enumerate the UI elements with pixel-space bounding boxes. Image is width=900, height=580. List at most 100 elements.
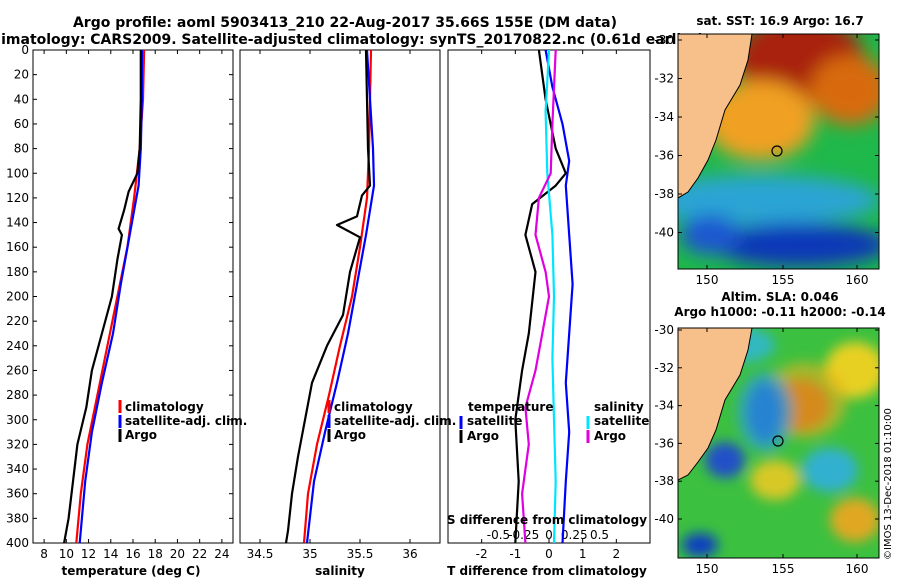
x-tick-label: 1 bbox=[579, 547, 587, 561]
map-y-tick-label: -38 bbox=[654, 187, 674, 201]
sla-map-title-line1: Altim. SLA: 0.046 bbox=[721, 290, 838, 304]
y-tick-label: 240 bbox=[6, 339, 29, 353]
series-argo bbox=[63, 50, 142, 543]
sla-low-ring bbox=[737, 372, 793, 452]
map-y-tick-label: -32 bbox=[654, 72, 674, 86]
map-y-tick-label: -36 bbox=[654, 436, 674, 450]
series-satellite-adj-clim- bbox=[305, 50, 376, 543]
title-line2: Climatology: CARS2009. Satellite-adjuste… bbox=[0, 32, 704, 48]
sst-map-frame bbox=[677, 33, 880, 270]
temperature-plot-frame bbox=[32, 49, 234, 544]
legend-title-temperature: temperature bbox=[468, 400, 553, 414]
x-tick-label: 35 bbox=[302, 547, 317, 561]
y-tick-label: 360 bbox=[6, 487, 29, 501]
x-tick-label: 18 bbox=[148, 547, 163, 561]
y-tick-label: 100 bbox=[6, 166, 29, 180]
x-tick-label: 14 bbox=[103, 547, 118, 561]
x-tick-label: -1 bbox=[509, 547, 521, 561]
sla-argo-location-marker bbox=[772, 435, 784, 447]
map-x-tick-label: 160 bbox=[846, 562, 869, 576]
map-y-tick-label: -40 bbox=[654, 512, 674, 526]
series-climatology bbox=[302, 50, 373, 543]
sla-map bbox=[678, 328, 879, 558]
y-tick-label: 380 bbox=[6, 511, 29, 525]
y-tick-label: 160 bbox=[6, 240, 29, 254]
y-tick-label: 0 bbox=[21, 43, 29, 57]
y-tick-label: 300 bbox=[6, 413, 29, 427]
series-s-argo bbox=[520, 50, 557, 543]
y-tick-label: 320 bbox=[6, 437, 29, 451]
y-tick-label: 180 bbox=[6, 265, 29, 279]
s-tick-label: 0.25 bbox=[561, 528, 588, 542]
map-y-tick-label: -38 bbox=[654, 474, 674, 488]
x-tick-label: 10 bbox=[59, 547, 74, 561]
x-tick-label: 12 bbox=[81, 547, 96, 561]
map-x-tick-label: 160 bbox=[846, 273, 869, 287]
x-tick-label: 20 bbox=[170, 547, 185, 561]
sst-cold-core bbox=[710, 223, 879, 267]
map-y-tick-label: -36 bbox=[654, 149, 674, 163]
s-difference-x-label: S difference from climatology bbox=[447, 513, 647, 527]
y-tick-label: 400 bbox=[6, 536, 29, 550]
y-tick-label: 60 bbox=[14, 117, 29, 131]
sla-high-southeast bbox=[830, 498, 879, 542]
temperature-x-label: temperature (deg C) bbox=[62, 564, 201, 578]
sst-map bbox=[678, 34, 879, 269]
sla-low-south bbox=[705, 442, 745, 478]
sla-map-title-line2: Argo h1000: -0.11 h2000: -0.14 bbox=[674, 305, 885, 319]
legend-label-argo: Argo bbox=[334, 428, 366, 442]
legend-label-argo: Argo bbox=[125, 428, 157, 442]
credit-text: ©IMOS 13-Dec-2018 01:10:00 bbox=[883, 408, 894, 560]
s-tick-label: -0.5 bbox=[487, 528, 510, 542]
y-tick-label: 140 bbox=[6, 216, 29, 230]
title-line1: Argo profile: aoml 5903413_210 22-Aug-20… bbox=[73, 15, 617, 31]
x-tick-label: 0 bbox=[545, 547, 553, 561]
x-tick-label: 8 bbox=[40, 547, 48, 561]
y-tick-label: 80 bbox=[14, 142, 29, 156]
map-x-tick-label: 155 bbox=[772, 562, 795, 576]
legend-title-salinity: salinity bbox=[594, 400, 644, 414]
x-tick-label: 36 bbox=[402, 547, 417, 561]
y-tick-label: 200 bbox=[6, 290, 29, 304]
temperature-legend: climatology satellite-adj. clim. Argo bbox=[118, 400, 247, 442]
series-s-satellite bbox=[544, 50, 557, 543]
s-tick-label: 0 bbox=[545, 528, 553, 542]
s-tick-label: 0.5 bbox=[590, 528, 609, 542]
y-tick-label: 120 bbox=[6, 191, 29, 205]
x-tick-label: 35.5 bbox=[347, 547, 374, 561]
x-tick-label: 34.5 bbox=[247, 547, 274, 561]
y-tick-label: 220 bbox=[6, 314, 29, 328]
legend-label-s-satellite: satellite bbox=[594, 414, 649, 428]
salinity-x-label: salinity bbox=[315, 564, 365, 578]
legend-label-satellite: satellite-adj. clim. bbox=[334, 414, 456, 428]
y-tick-label: 280 bbox=[6, 388, 29, 402]
y-tick-label: 40 bbox=[14, 92, 29, 106]
x-tick-label: -2 bbox=[476, 547, 488, 561]
legend-label-s-argo: Argo bbox=[594, 429, 626, 443]
y-tick-label: 340 bbox=[6, 462, 29, 476]
sst-cold-west bbox=[680, 215, 740, 255]
legend-label-t-satellite: satellite bbox=[467, 414, 522, 428]
x-tick-label: 24 bbox=[214, 547, 229, 561]
salinity-plot-frame bbox=[239, 49, 441, 544]
map-y-tick-label: -30 bbox=[654, 33, 674, 47]
difference-legend: temperature satellite Argo salinity sate… bbox=[459, 400, 649, 443]
sst-warm-eddy bbox=[705, 80, 815, 160]
x-tick-label: 22 bbox=[192, 547, 207, 561]
sst-warm-band bbox=[810, 55, 879, 125]
legend-label-t-argo: Argo bbox=[467, 429, 499, 443]
map-x-tick-label: 150 bbox=[696, 562, 719, 576]
sst-land bbox=[678, 34, 753, 199]
map-y-tick-label: -30 bbox=[654, 323, 674, 337]
series-argo bbox=[284, 50, 372, 543]
map-y-tick-label: -34 bbox=[654, 399, 674, 413]
series-t-argo bbox=[514, 50, 567, 543]
x-tick-label: 16 bbox=[125, 547, 140, 561]
t-difference-x-label: T difference from climatology bbox=[447, 564, 647, 578]
series-t-satellite bbox=[544, 50, 574, 543]
legend-label-satellite: satellite-adj. clim. bbox=[125, 414, 247, 428]
x-tick-label: 2 bbox=[613, 547, 621, 561]
map-x-tick-label: 155 bbox=[772, 273, 795, 287]
sst-cool-band bbox=[678, 175, 879, 225]
